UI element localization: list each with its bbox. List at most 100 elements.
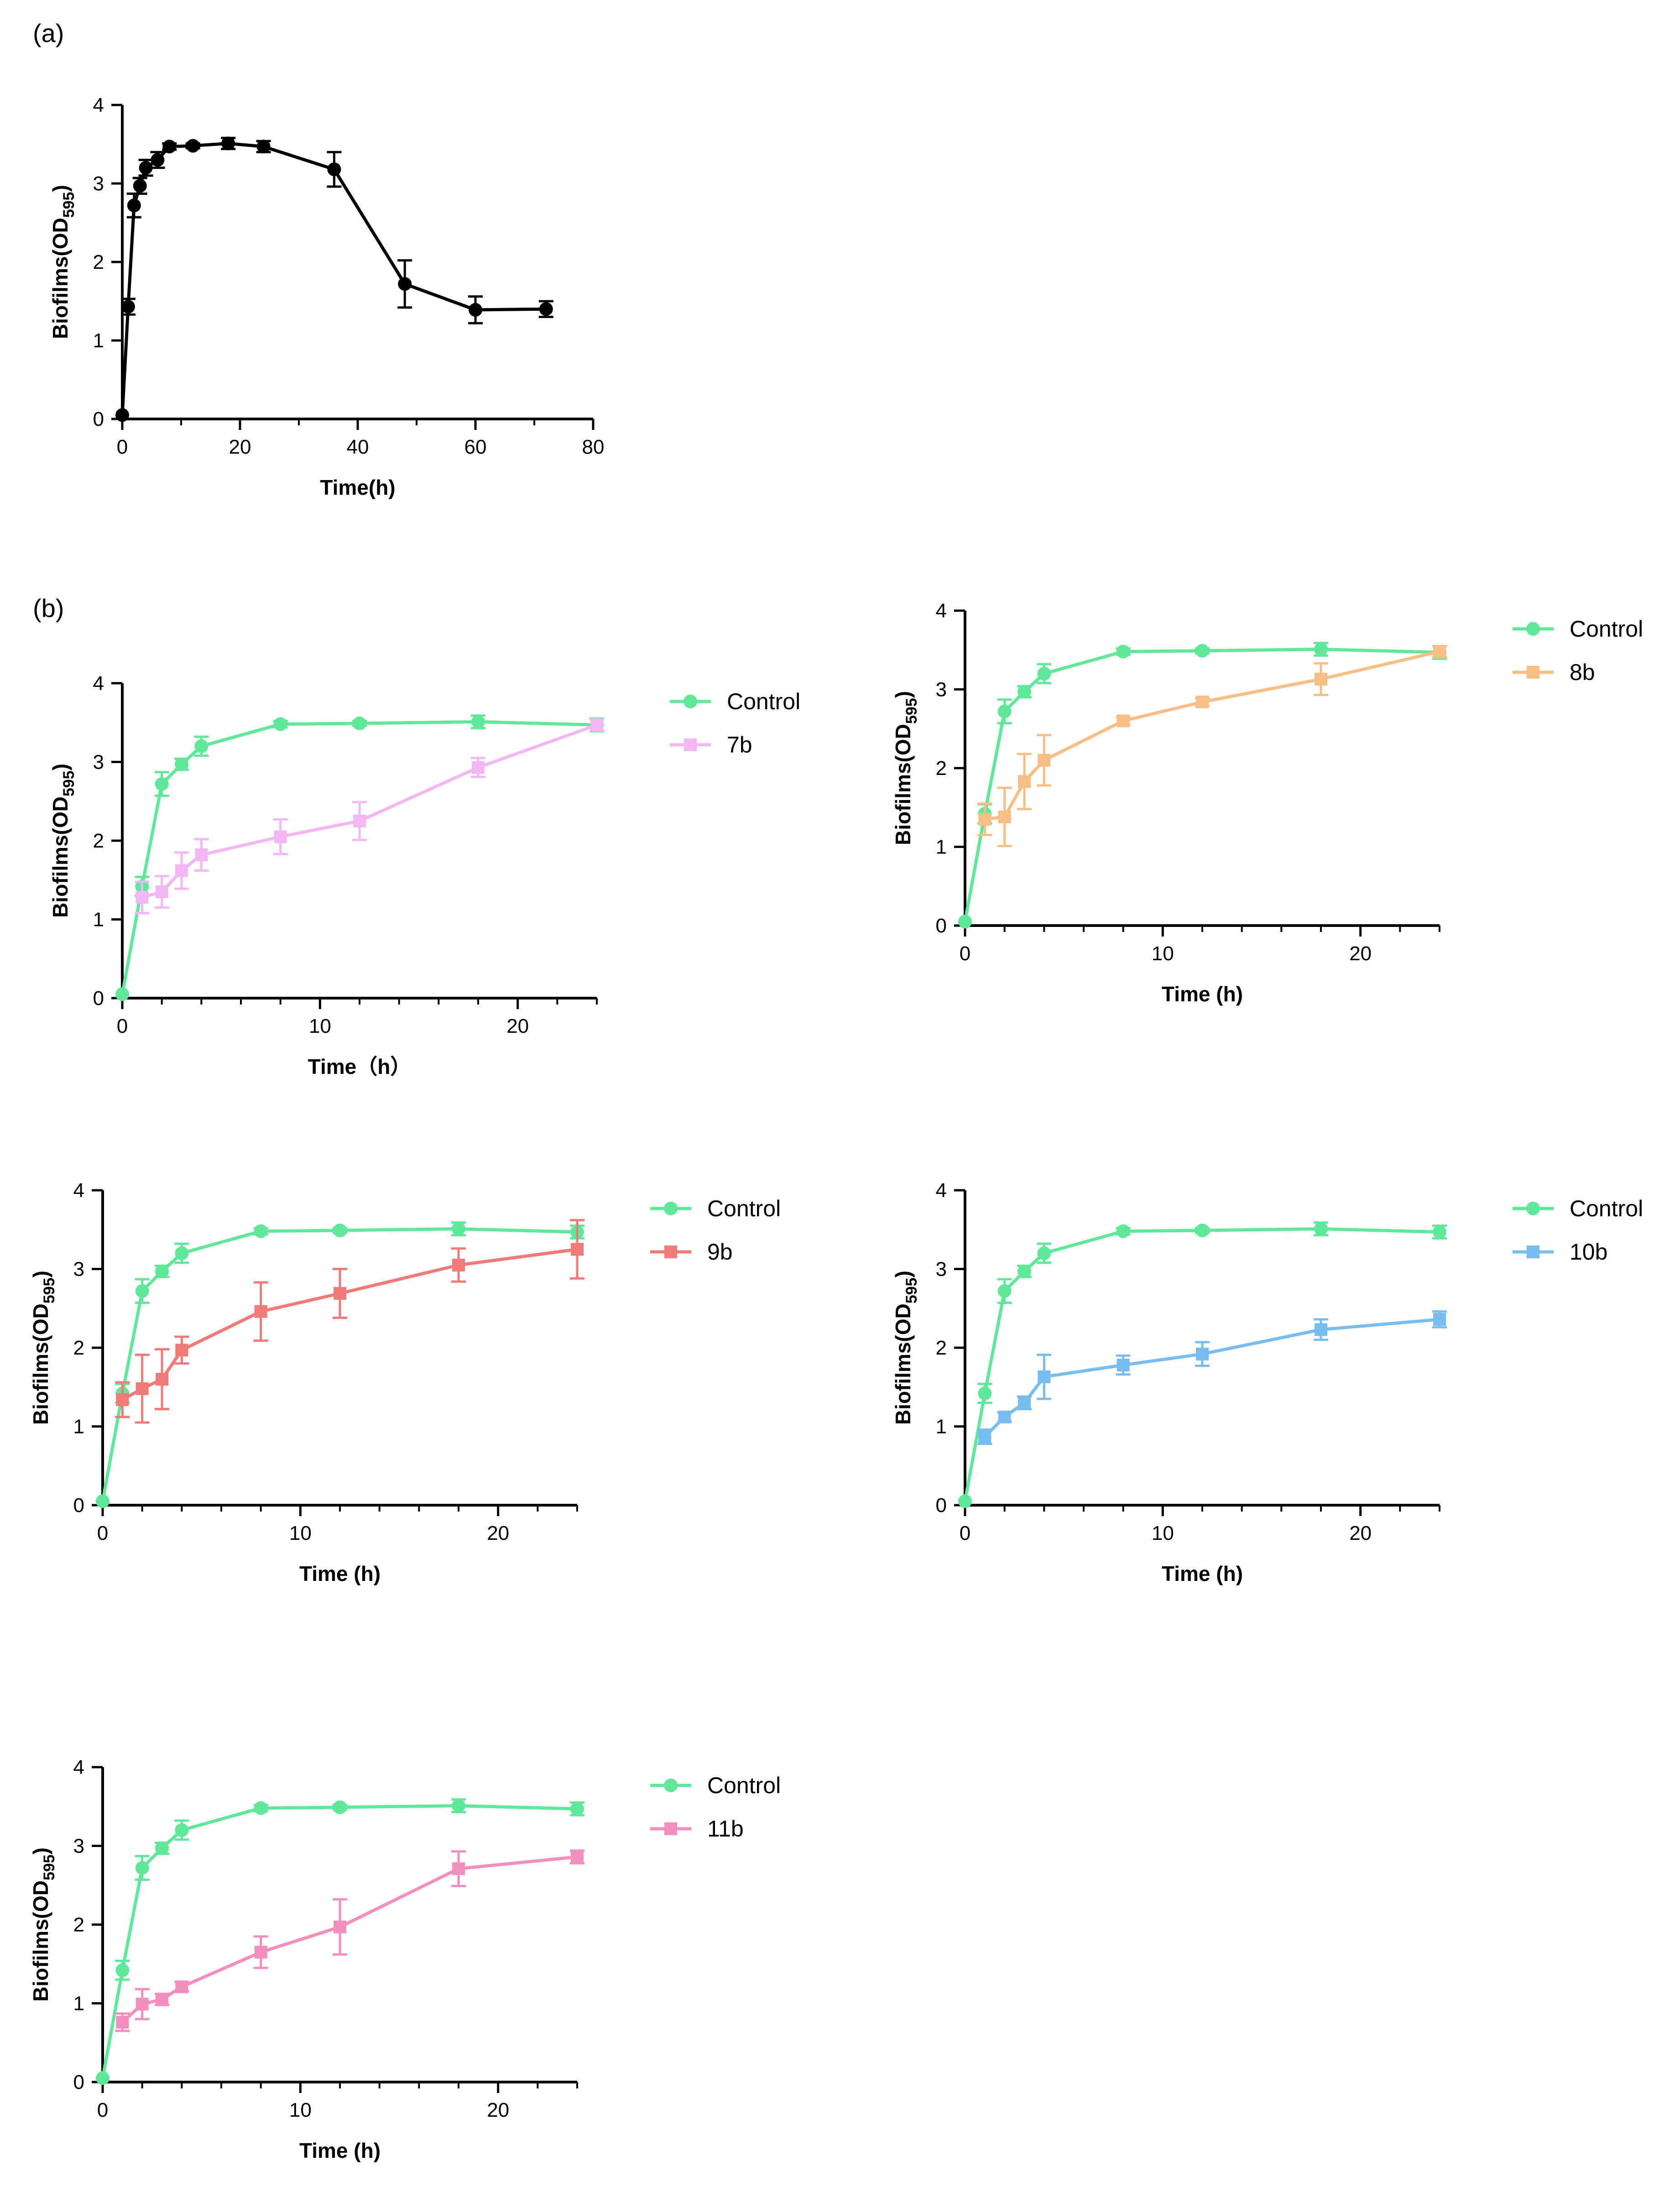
chart-b-8b-series-control [958,642,1447,929]
chart-b-9b-y-axis-title: Biofilms(OD595) [29,1271,58,1425]
chart-b-11b-x-tick-label: 10 [289,2099,312,2121]
chart-b-10b-x-tick-label: 10 [1152,1522,1174,1544]
chart-b-9b-series-control-point [175,1246,189,1260]
chart-b-10b-series-10b-point [1038,1370,1051,1383]
chart-b-9b-series-9b-point [254,1305,267,1318]
chart-b-7b-series-control-point [175,757,188,771]
chart-b-10b-y-axis-title: Biofilms(OD595) [891,1271,920,1425]
chart-b-11b-series-control [96,1798,584,2085]
chart-b-11b-y-tick-label: 2 [73,1914,84,1936]
chart-a-y-tick-label: 4 [93,94,104,116]
chart-b-7b-series-control-point [194,739,209,753]
chart-b-10b-y-tick-label: 1 [936,1416,947,1438]
chart-b-11b-x-tick-label: 0 [97,2099,108,2121]
chart-a-series-data-point [256,140,271,154]
chart-a-y-axis-title: Biofilms(OD595) [48,185,78,339]
chart-b-8b-series-control-point [958,915,972,929]
chart-b-10b-series-10b-point [1018,1396,1031,1409]
chart-b-7b-y-axis-title: Biofilms(OD595) [48,764,78,918]
chart-b-7b-legend-item: Control [670,689,800,714]
chart-b-10b-legend-label: 10b [1570,1239,1607,1265]
chart-b-11b-series-11b-point [175,1980,188,1994]
chart-b-9b-series-9b [115,1219,584,1424]
chart-b-10b-y-tick-label: 0 [936,1494,947,1517]
chart-b-8b-series-control-point [1116,644,1130,659]
chart-b-7b-y-tick-label: 3 [93,751,104,774]
chart-b-10b-series-10b-line [983,1318,1440,1438]
chart-b-7b-series-control-point [155,777,169,791]
chart-b-11b-y-tick-label: 4 [73,1756,84,1779]
chart-b-9b-series-control-point [96,1494,110,1508]
chart-a-x-axis-title: Time(h) [320,476,395,499]
chart-b-9b-y-tick-label: 4 [73,1179,84,1202]
chart-b-11b-series-control-point [96,2071,110,2085]
chart-b-11b-legend-marker [664,1822,677,1835]
chart-a-x-tick-label: 20 [229,436,251,458]
chart-b-10b-series-control-point [1314,1222,1328,1236]
chart-b-11b-series-control-point [115,1963,130,1978]
chart-b-8b-series-control-point [1195,644,1209,658]
chart-b-7b-legend-label: 7b [727,732,752,758]
chart-b-7b-legend-item: 7b [670,732,752,758]
chart-b-9b: 0 10 20 0 1 2 3 4 Time (h) Biofilms(OD595) Control… [29,1179,781,1586]
chart-b-11b-series-control-point [155,1841,169,1855]
chart-b-10b-series-control-point [1017,1264,1031,1278]
chart-b-10b-series-10b-point [1196,1347,1209,1361]
chart-b-7b-series-control-point [115,987,129,1001]
chart-b-8b-series-8b [977,645,1447,848]
chart-b-8b-y-tick-label: 1 [936,836,947,858]
chart-b-9b-legend-label: Control [707,1196,781,1221]
chart-b-11b-x-axis-title: Time (h) [299,2139,381,2162]
chart-a: 0 20 40 60 80 0 1 2 3 4 Time(h) Biofilms(OD595) [48,94,604,499]
chart-b-10b-series-10b-point [1433,1313,1446,1326]
chart-a-series-data-point [539,302,553,316]
chart-b-7b-y-tick-label: 0 [93,987,104,1010]
chart-b-9b-series-control-point [155,1264,169,1278]
chart-b-7b-series-7b-point [175,864,188,877]
chart-b-11b-y-axis-title: Biofilms(OD595) [29,1847,58,2002]
chart-b-10b-series-control-point [978,1387,992,1401]
chart-b-8b-legend-marker [1527,666,1539,679]
chart-a-series-data-point [139,161,153,175]
chart-b-11b: 0 10 20 0 1 2 3 4 Time (h) Biofilms(OD595) Control… [29,1756,781,2162]
chart-b-7b-series-7b-point [472,761,485,774]
chart-b-9b-series-control-point [452,1222,465,1236]
chart-b-10b-legend-marker [1526,1202,1540,1215]
chart-a-y-tick-label: 2 [93,251,104,273]
chart-b-11b-y-tick-label: 0 [73,2071,84,2093]
chart-a-y-tick-label: 3 [93,173,104,195]
chart-a-series-data-point [121,300,135,314]
chart-b-9b-y-tick-label: 2 [73,1337,84,1359]
chart-b-11b-series-control-point [333,1800,347,1814]
chart-b-11b-y-tick-label: 1 [73,1993,84,2015]
chart-b-10b-x-tick-label: 20 [1349,1522,1372,1544]
chart-b-10b-series-10b-point [978,1430,991,1443]
chart-b-7b-series-control-point [273,717,287,731]
chart-a-series-data-point [186,139,200,153]
chart-b-7b-series-control-point [353,716,366,730]
chart-b-11b-series-11b-point [452,1862,465,1875]
chart-b-11b-series-control-point [135,1861,149,1875]
chart-b-10b-y-tick-label: 4 [936,1179,947,1202]
chart-b-11b-legend-marker [664,1779,678,1792]
chart-a-series-data-point [221,136,235,151]
chart-a-series-data-point [115,408,129,422]
chart-b-8b-series-8b-point [1018,775,1031,788]
chart-b-10b-legend-item: 10b [1513,1239,1607,1265]
chart-b-10b-x-tick-label: 0 [960,1522,970,1544]
chart-b-10b-series-control-point [958,1494,972,1508]
chart-a-series-data-point [151,153,165,167]
chart-b-10b-y-tick-label: 2 [936,1337,947,1359]
chart-b-8b-legend-marker [1526,622,1540,636]
chart-b-8b-series-8b-line [984,650,1440,821]
chart-a-series-data-point [162,140,177,154]
chart-b-10b-series-control-point [997,1284,1012,1298]
chart-b-9b-series-control-point [135,1284,149,1298]
chart-b-11b-series-11b-point [156,1993,168,2006]
chart-b-9b-series-9b-point [571,1243,584,1256]
chart-b-7b-x-tick-label: 0 [117,1015,128,1037]
chart-a-x-tick-label: 60 [464,436,487,458]
chart-b-7b-y-tick-label: 2 [93,830,104,852]
chart-b-11b-series-11b-point [116,2015,129,2029]
chart-b-10b-series-10b [977,1310,1447,1445]
